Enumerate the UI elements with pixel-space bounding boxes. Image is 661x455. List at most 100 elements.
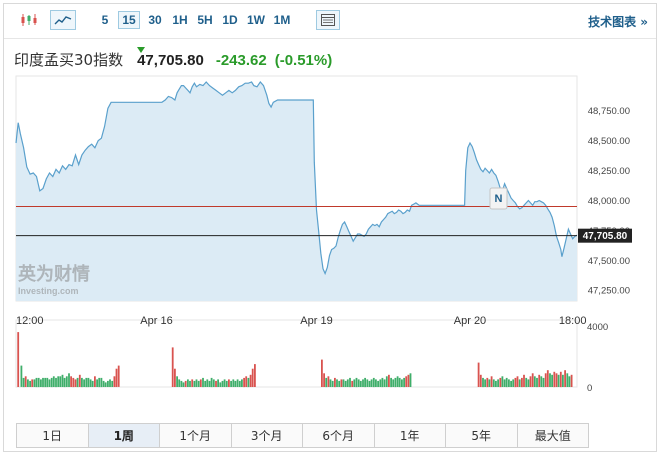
chart-widget: 5 15 30 1H 5H 1D 1W 1M 技术图表 » 印度孟买30指数 4… xyxy=(3,3,657,452)
range-tab-3m[interactable]: 3个月 xyxy=(231,424,303,447)
volume-bar xyxy=(351,380,354,387)
volume-bar xyxy=(516,376,519,387)
volume-bar xyxy=(251,368,254,387)
volume-bar xyxy=(497,379,499,387)
volume-bar xyxy=(325,377,328,388)
interval-1w[interactable]: 1W xyxy=(247,13,265,27)
price-chart[interactable]: 英为财情 Investing.com N 48,750.00 48,500.00 4… xyxy=(4,4,658,453)
volume-bar xyxy=(232,379,235,387)
volume-bar xyxy=(40,379,42,387)
range-tab-6m[interactable]: 6个月 xyxy=(303,424,375,447)
volume-bar xyxy=(61,374,64,387)
volume-bar xyxy=(394,377,397,388)
technical-chart-link[interactable]: 技术图表 » xyxy=(588,15,648,29)
volume-bar xyxy=(501,376,504,387)
down-arrow-icon xyxy=(137,47,145,53)
volume-bar xyxy=(512,379,515,387)
range-tab-1w[interactable]: 1周 xyxy=(88,424,160,447)
y-tick-label: 48,500.00 xyxy=(588,136,630,147)
volume-bar xyxy=(514,377,517,388)
last-price: 47,705.80 xyxy=(137,52,204,69)
volume-bar xyxy=(178,379,181,387)
range-tab-1y[interactable]: 1年 xyxy=(374,424,446,447)
volume-bar xyxy=(544,373,547,387)
volume-bar xyxy=(171,347,174,387)
interval-5[interactable]: 5 xyxy=(101,13,109,27)
volume-bar xyxy=(564,370,566,387)
y-tick-label: 47,250.00 xyxy=(588,286,630,297)
interval-15[interactable]: 15 xyxy=(118,11,140,29)
range-tab-1m[interactable]: 1个月 xyxy=(160,424,232,447)
volume-bar xyxy=(27,379,29,387)
volume-bar xyxy=(20,365,23,387)
volume-bar xyxy=(370,379,373,387)
volume-bar xyxy=(527,379,530,387)
volume-bar xyxy=(204,380,207,387)
volume-bar xyxy=(91,380,94,387)
range-tab-max[interactable]: 最大值 xyxy=(517,424,588,447)
volume-bar xyxy=(221,380,224,387)
volume-bar xyxy=(174,368,176,387)
volume-tick-label: 0 xyxy=(587,383,592,394)
volume-bar xyxy=(409,373,412,387)
candlestick-icon[interactable] xyxy=(18,10,40,30)
interval-30[interactable]: 30 xyxy=(148,13,162,27)
volume-bar xyxy=(398,377,401,388)
volume-bar xyxy=(199,379,202,387)
interval-1m[interactable]: 1M xyxy=(273,13,291,27)
volume-bar xyxy=(518,379,521,387)
volume-bar xyxy=(379,379,382,387)
volume-bar xyxy=(359,380,362,387)
volume-bar xyxy=(59,376,62,387)
price-area xyxy=(16,82,577,301)
volume-bar xyxy=(57,376,60,387)
volume-bar xyxy=(217,379,219,387)
range-tab-1d[interactable]: 1日 xyxy=(17,424,89,447)
news-badge[interactable]: N xyxy=(489,187,508,210)
volume-bar xyxy=(372,377,375,388)
y-tick-label: 47,500.00 xyxy=(588,256,630,267)
volume-bar xyxy=(344,380,347,387)
volume-bar xyxy=(234,380,237,387)
volume-bar xyxy=(508,379,510,387)
volume-bar xyxy=(89,379,92,387)
volume-bar xyxy=(349,377,351,388)
volume-bar xyxy=(55,377,57,388)
volume-bar xyxy=(182,382,185,387)
volume-bar xyxy=(377,380,379,387)
volume-bar xyxy=(557,374,560,387)
interval-5h[interactable]: 5H xyxy=(197,13,213,27)
volume-bar xyxy=(329,379,332,387)
volume-tick-label: 4000 xyxy=(587,322,608,333)
volume-bar xyxy=(219,382,222,387)
volume-bar xyxy=(327,376,330,387)
volume-bar xyxy=(35,377,38,388)
interval-1h[interactable]: 1H xyxy=(172,13,188,27)
volume-bar xyxy=(407,374,410,387)
volume-bar xyxy=(245,376,248,387)
volume-bar xyxy=(525,377,528,388)
volume-bar xyxy=(212,379,215,387)
volume-bar xyxy=(37,377,40,388)
volume-bar xyxy=(31,379,34,387)
table-icon[interactable] xyxy=(316,10,340,30)
price-change: -243.62 xyxy=(215,52,267,69)
range-tab-5y[interactable]: 5年 xyxy=(446,424,518,447)
volume-bar xyxy=(197,380,200,387)
volume-bar xyxy=(323,373,325,387)
volume-bar xyxy=(401,379,403,387)
volume-bar xyxy=(538,374,541,387)
volume-bar xyxy=(381,377,384,388)
volume-bar xyxy=(52,376,55,387)
volume-bar xyxy=(366,379,369,387)
time-range-tabs: 1日 1周 1个月 3个月 6个月 1年 5年 最大值 xyxy=(16,423,589,448)
volume-bar xyxy=(340,379,343,387)
area-chart-icon[interactable] xyxy=(50,10,76,30)
volume-bar xyxy=(202,377,204,388)
y-tick-label: 48,250.00 xyxy=(588,166,630,177)
volume-bar xyxy=(499,377,502,388)
interval-1d[interactable]: 1D xyxy=(222,13,238,27)
volume-bar xyxy=(48,379,51,387)
index-name: 印度孟买30指数 xyxy=(14,51,124,69)
volume-bar xyxy=(533,376,536,387)
